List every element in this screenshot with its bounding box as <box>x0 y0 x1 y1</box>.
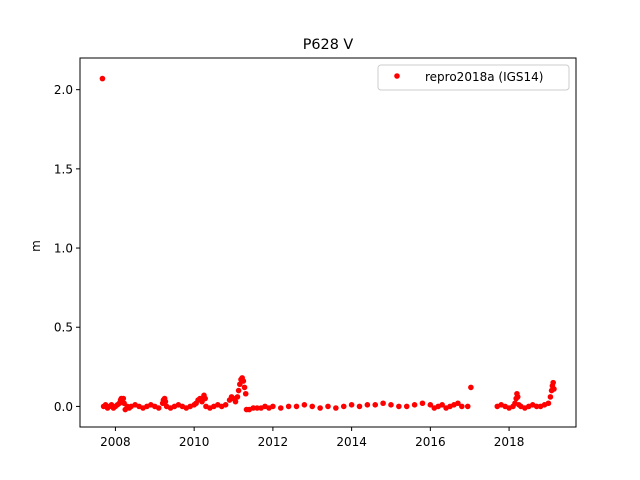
data-point <box>459 403 465 410</box>
data-point <box>419 400 426 407</box>
data-point <box>155 405 162 411</box>
data-point <box>547 394 554 400</box>
legend-entry: repro2018a (IGS14) <box>425 70 543 84</box>
data-point <box>293 403 300 410</box>
data-point <box>427 402 434 408</box>
data-point <box>241 384 248 391</box>
data-point <box>333 405 339 411</box>
data-point <box>411 402 418 408</box>
legend-marker <box>394 73 400 79</box>
data-point <box>468 384 474 391</box>
data-point <box>232 398 239 405</box>
data-point <box>99 75 106 82</box>
data-point <box>388 402 394 408</box>
x-tick-label: 2018 <box>494 435 525 449</box>
y-tick-label: 0.5 <box>54 321 73 335</box>
data-point <box>514 394 521 400</box>
y-tick-label: 2.0 <box>54 83 73 97</box>
data-point <box>464 403 471 410</box>
data-point <box>120 395 127 402</box>
data-point <box>285 403 292 410</box>
data-point <box>250 405 257 411</box>
y-axis-label: m <box>29 240 43 252</box>
data-point <box>309 403 316 410</box>
data-point <box>364 402 371 408</box>
data-point <box>222 402 229 408</box>
x-tick-label: 2008 <box>100 435 131 449</box>
chart-legend: repro2018a (IGS14) <box>377 64 570 91</box>
plot-area <box>99 75 557 413</box>
data-point <box>242 390 249 397</box>
data-point <box>240 378 247 384</box>
data-point <box>340 403 347 410</box>
data-point <box>235 387 242 394</box>
data-point <box>202 395 208 402</box>
data-point <box>403 403 410 410</box>
data-point <box>348 402 355 408</box>
data-point <box>270 403 276 410</box>
x-tick-label: 2010 <box>179 435 210 449</box>
data-point <box>396 403 402 410</box>
data-point <box>317 405 323 411</box>
data-point <box>277 405 284 411</box>
data-point <box>455 400 461 407</box>
data-point <box>439 402 445 408</box>
data-point <box>162 398 169 405</box>
data-point <box>550 379 556 386</box>
y-tick-label: 0.0 <box>54 400 73 414</box>
legend-box <box>377 64 570 91</box>
y-tick-label: 1.0 <box>54 242 73 256</box>
data-point <box>301 402 308 408</box>
y-tick-label: 1.5 <box>54 162 73 176</box>
data-point <box>372 402 379 408</box>
chart-title: P628 V <box>303 37 354 53</box>
data-point <box>551 386 557 392</box>
data-point <box>254 405 260 411</box>
data-point <box>325 403 331 410</box>
data-point <box>380 400 386 407</box>
data-point <box>533 403 540 410</box>
x-tick-label: 2016 <box>415 435 446 449</box>
data-point <box>545 400 552 407</box>
data-point <box>234 394 241 400</box>
plot-frame <box>79 57 577 428</box>
x-tick-label: 2012 <box>258 435 289 449</box>
x-tick-label: 2014 <box>336 435 367 449</box>
data-point <box>356 403 363 410</box>
